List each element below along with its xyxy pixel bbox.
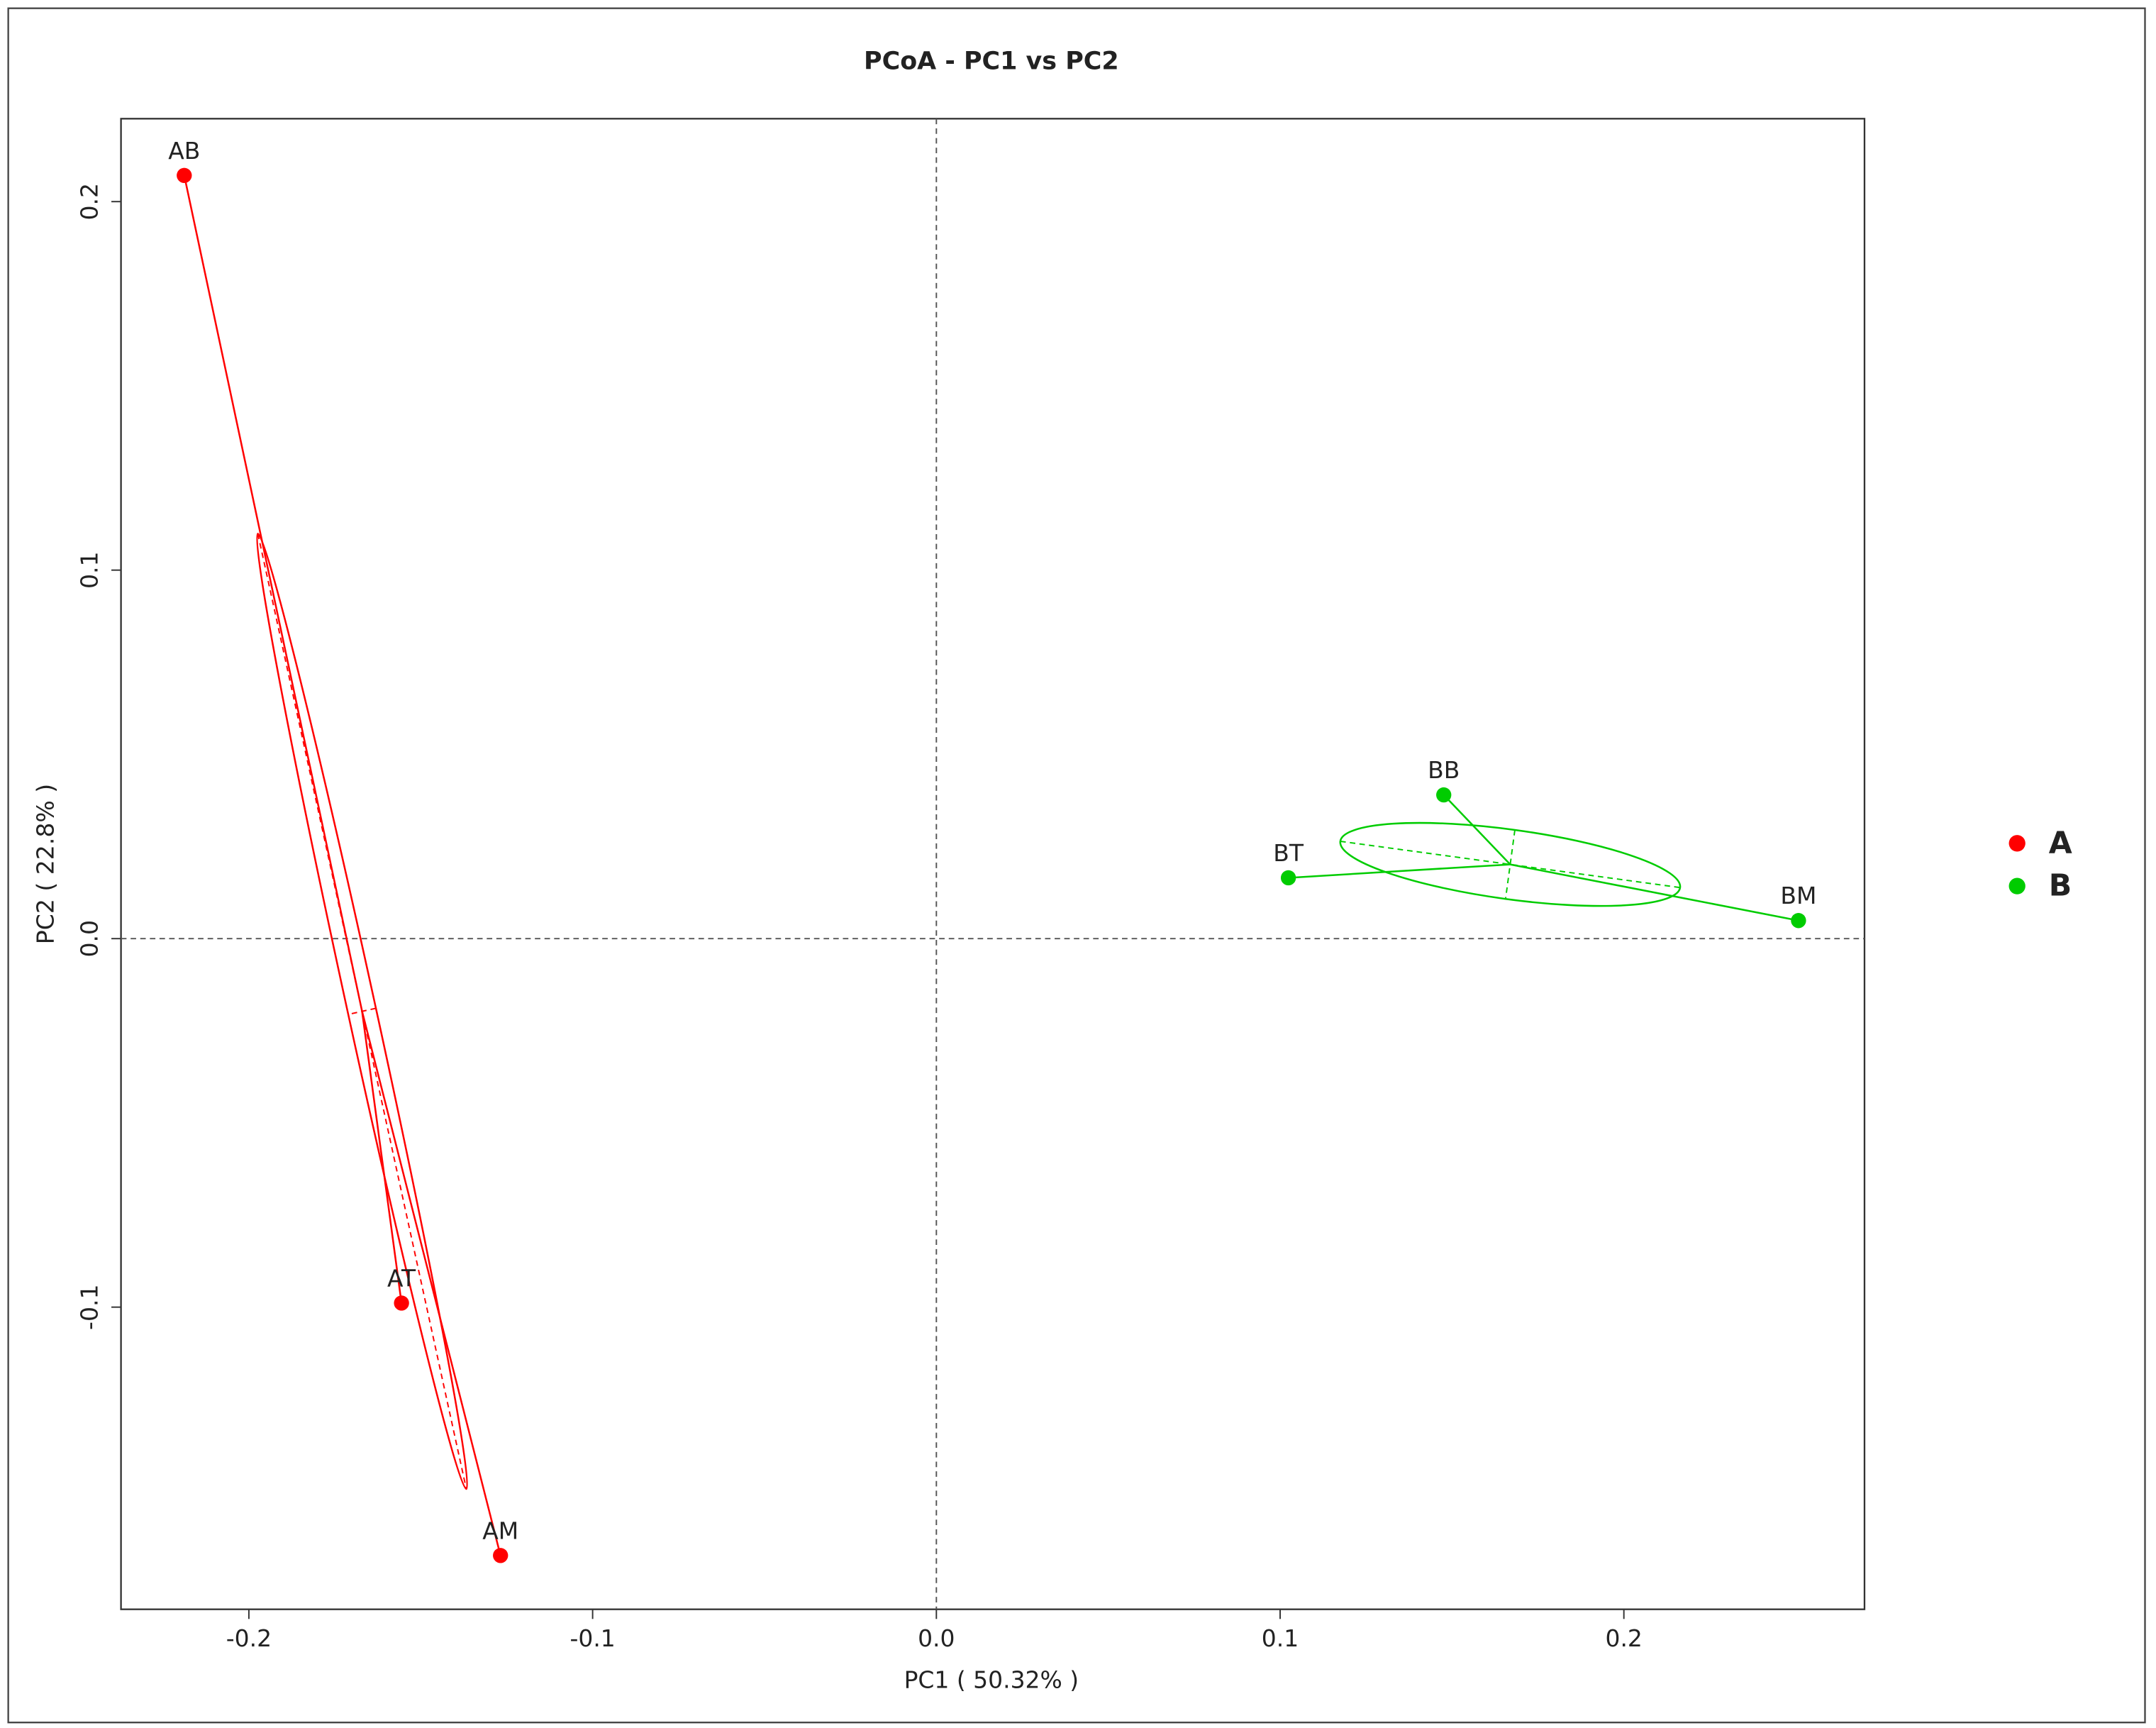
chart-title: PCoA - PC1 vs PC2 — [864, 48, 1119, 76]
x-tick-label: 0.0 — [918, 1624, 955, 1652]
legend-marker — [2008, 835, 2026, 852]
ellipse-minor-axis — [1504, 829, 1516, 899]
y-tick-label: -0.1 — [75, 1284, 103, 1330]
point — [1436, 787, 1452, 803]
spider-line — [361, 1011, 501, 1556]
y-tick-label: 0.0 — [75, 920, 103, 958]
y-tick-label: 0.2 — [75, 183, 103, 221]
point — [1280, 870, 1296, 886]
point — [177, 167, 192, 184]
spider-line — [183, 175, 363, 1012]
point-label: AM — [482, 1517, 518, 1544]
plot-frame — [120, 118, 1866, 1610]
point — [1791, 913, 1806, 929]
point-label: BB — [1428, 756, 1460, 784]
x-axis-label: PC1 ( 50.32% ) — [904, 1666, 1079, 1693]
point-label: AT — [387, 1264, 416, 1292]
legend-marker — [2008, 877, 2026, 895]
x-tick-label: -0.1 — [569, 1624, 615, 1652]
point — [493, 1548, 509, 1563]
spider-line — [1288, 863, 1511, 879]
outer-border — [7, 7, 2146, 1724]
y-tick-label: 0.1 — [75, 551, 103, 589]
point-label: AB — [168, 137, 200, 165]
x-tick-label: 0.1 — [1262, 1624, 1299, 1652]
legend-label: A — [2049, 825, 2072, 860]
point — [394, 1295, 409, 1311]
y-axis-label: PC2 ( 22.8% ) — [31, 784, 59, 944]
spider-line — [361, 1011, 403, 1304]
spider-line — [1510, 863, 1799, 921]
point-label: BM — [1780, 882, 1816, 909]
legend-label: B — [2049, 868, 2072, 904]
point-label: BT — [1273, 839, 1304, 867]
ellipse-major-axis — [257, 533, 467, 1490]
x-tick-label: 0.2 — [1605, 1624, 1642, 1652]
spider-line — [1443, 794, 1511, 865]
x-tick-label: -0.2 — [226, 1624, 272, 1652]
